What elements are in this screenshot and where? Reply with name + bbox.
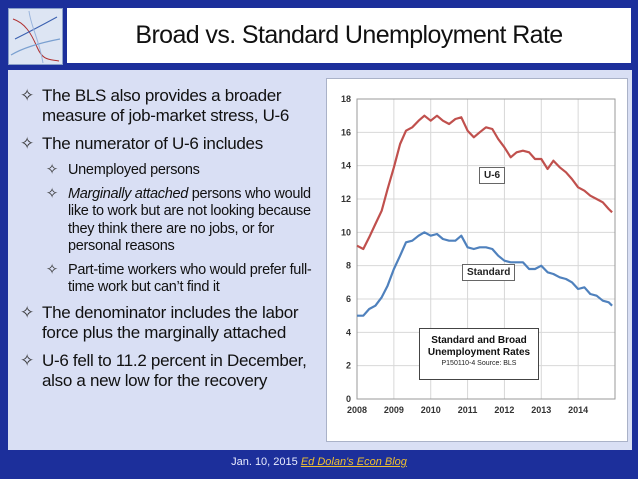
y-tick-label: 4 — [346, 327, 351, 337]
standard-series-label: Standard — [462, 264, 516, 281]
bullet-text: The numerator of U-6 includes — [42, 134, 263, 153]
y-tick-label: 0 — [346, 394, 351, 404]
sub-bullet-item: ✧ Marginally attached persons who would l… — [46, 186, 320, 256]
logo-image — [8, 8, 63, 65]
chart-subtitle: P150110-4 Source: BLS — [441, 360, 517, 367]
bullet-text: The BLS also provides a broader measure … — [42, 86, 290, 125]
x-tick-label: 2011 — [458, 405, 478, 415]
bullet-italic-text: Marginally attached — [68, 185, 189, 202]
u6-series-label: U-6 — [479, 167, 506, 184]
star-bullet-icon: ✧ — [20, 86, 34, 105]
sub-bullet-item: ✧ Unemployed persons — [46, 162, 320, 180]
bullet-item: ✧ U-6 fell to 11.2 percent in December, a… — [20, 351, 320, 391]
bullet-list: ✧ The BLS also provides a broader measure… — [20, 86, 320, 399]
chart-legend-box: Standard and Broad Unemployment Rates P1… — [419, 328, 539, 380]
star-bullet-icon: ✧ — [20, 134, 34, 153]
x-tick-label: 2009 — [384, 405, 404, 415]
star-bullet-icon: ✧ — [20, 350, 34, 370]
x-tick-label: 2012 — [494, 405, 514, 415]
y-tick-label: 10 — [341, 227, 351, 237]
star-bullet-icon: ✧ — [46, 162, 58, 178]
bullet-text: U-6 fell to 11.2 percent in December, al… — [42, 350, 307, 390]
sub-bullet-item: ✧ Part-time workers who would prefer full… — [46, 262, 320, 297]
slide-title-box: Broad vs. Standard Unemployment Rate — [67, 8, 631, 63]
bullet-text: The denominator includes the labor force… — [42, 302, 299, 342]
bullet-item: ✧ The denominator includes the labor forc… — [20, 303, 320, 343]
star-bullet-icon: ✧ — [46, 261, 58, 278]
x-tick-label: 2014 — [568, 405, 588, 415]
x-tick-label: 2013 — [531, 405, 551, 415]
star-bullet-icon: ✧ — [20, 302, 34, 322]
bullet-text: persons who would like to work but are n… — [68, 185, 311, 255]
standard-series-line — [357, 231, 613, 317]
bullet-item: ✧ The numerator of U-6 includes — [20, 134, 320, 154]
bullet-text: Part-time workers who would prefer full-… — [68, 261, 312, 296]
y-tick-label: 6 — [346, 294, 351, 304]
footer-date: Jan. 10, 2015 — [231, 456, 298, 468]
bullet-item: ✧ The BLS also provides a broader measure… — [20, 86, 320, 126]
x-tick-label: 2008 — [347, 405, 367, 415]
unemployment-chart: 0 2 4 6 8 10 12 14 16 18 2008 2009 2010 2011 2012 2013 2… — [341, 94, 616, 415]
y-tick-label: 14 — [341, 161, 351, 171]
content-panel: ✧ The BLS also provides a broader measure… — [8, 70, 632, 450]
chart-frame: 0 2 4 6 8 10 12 14 16 18 2008 2009 2010 2011 2012 2013 2… — [326, 78, 628, 442]
footer-blog-link[interactable]: Ed Dolan's Econ Blog — [300, 456, 407, 468]
bullet-text: Unemployed persons — [68, 162, 200, 178]
u6-series-line — [356, 114, 613, 251]
plot-area-border — [356, 98, 616, 400]
y-tick-label: 2 — [346, 361, 351, 371]
chart-title: Standard and Broad Unemployment Rates — [427, 335, 531, 358]
y-tick-label: 16 — [341, 127, 351, 137]
y-tick-label: 18 — [341, 94, 351, 104]
y-tick-label: 12 — [341, 194, 351, 204]
slide-title: Broad vs. Standard Unemployment Rate — [135, 21, 563, 49]
y-tick-label: 8 — [346, 261, 351, 271]
star-bullet-icon: ✧ — [46, 185, 58, 202]
x-tick-label: 2010 — [421, 405, 441, 415]
footer: Jan. 10, 2015 Ed Dolan's Econ Blog — [0, 456, 638, 468]
